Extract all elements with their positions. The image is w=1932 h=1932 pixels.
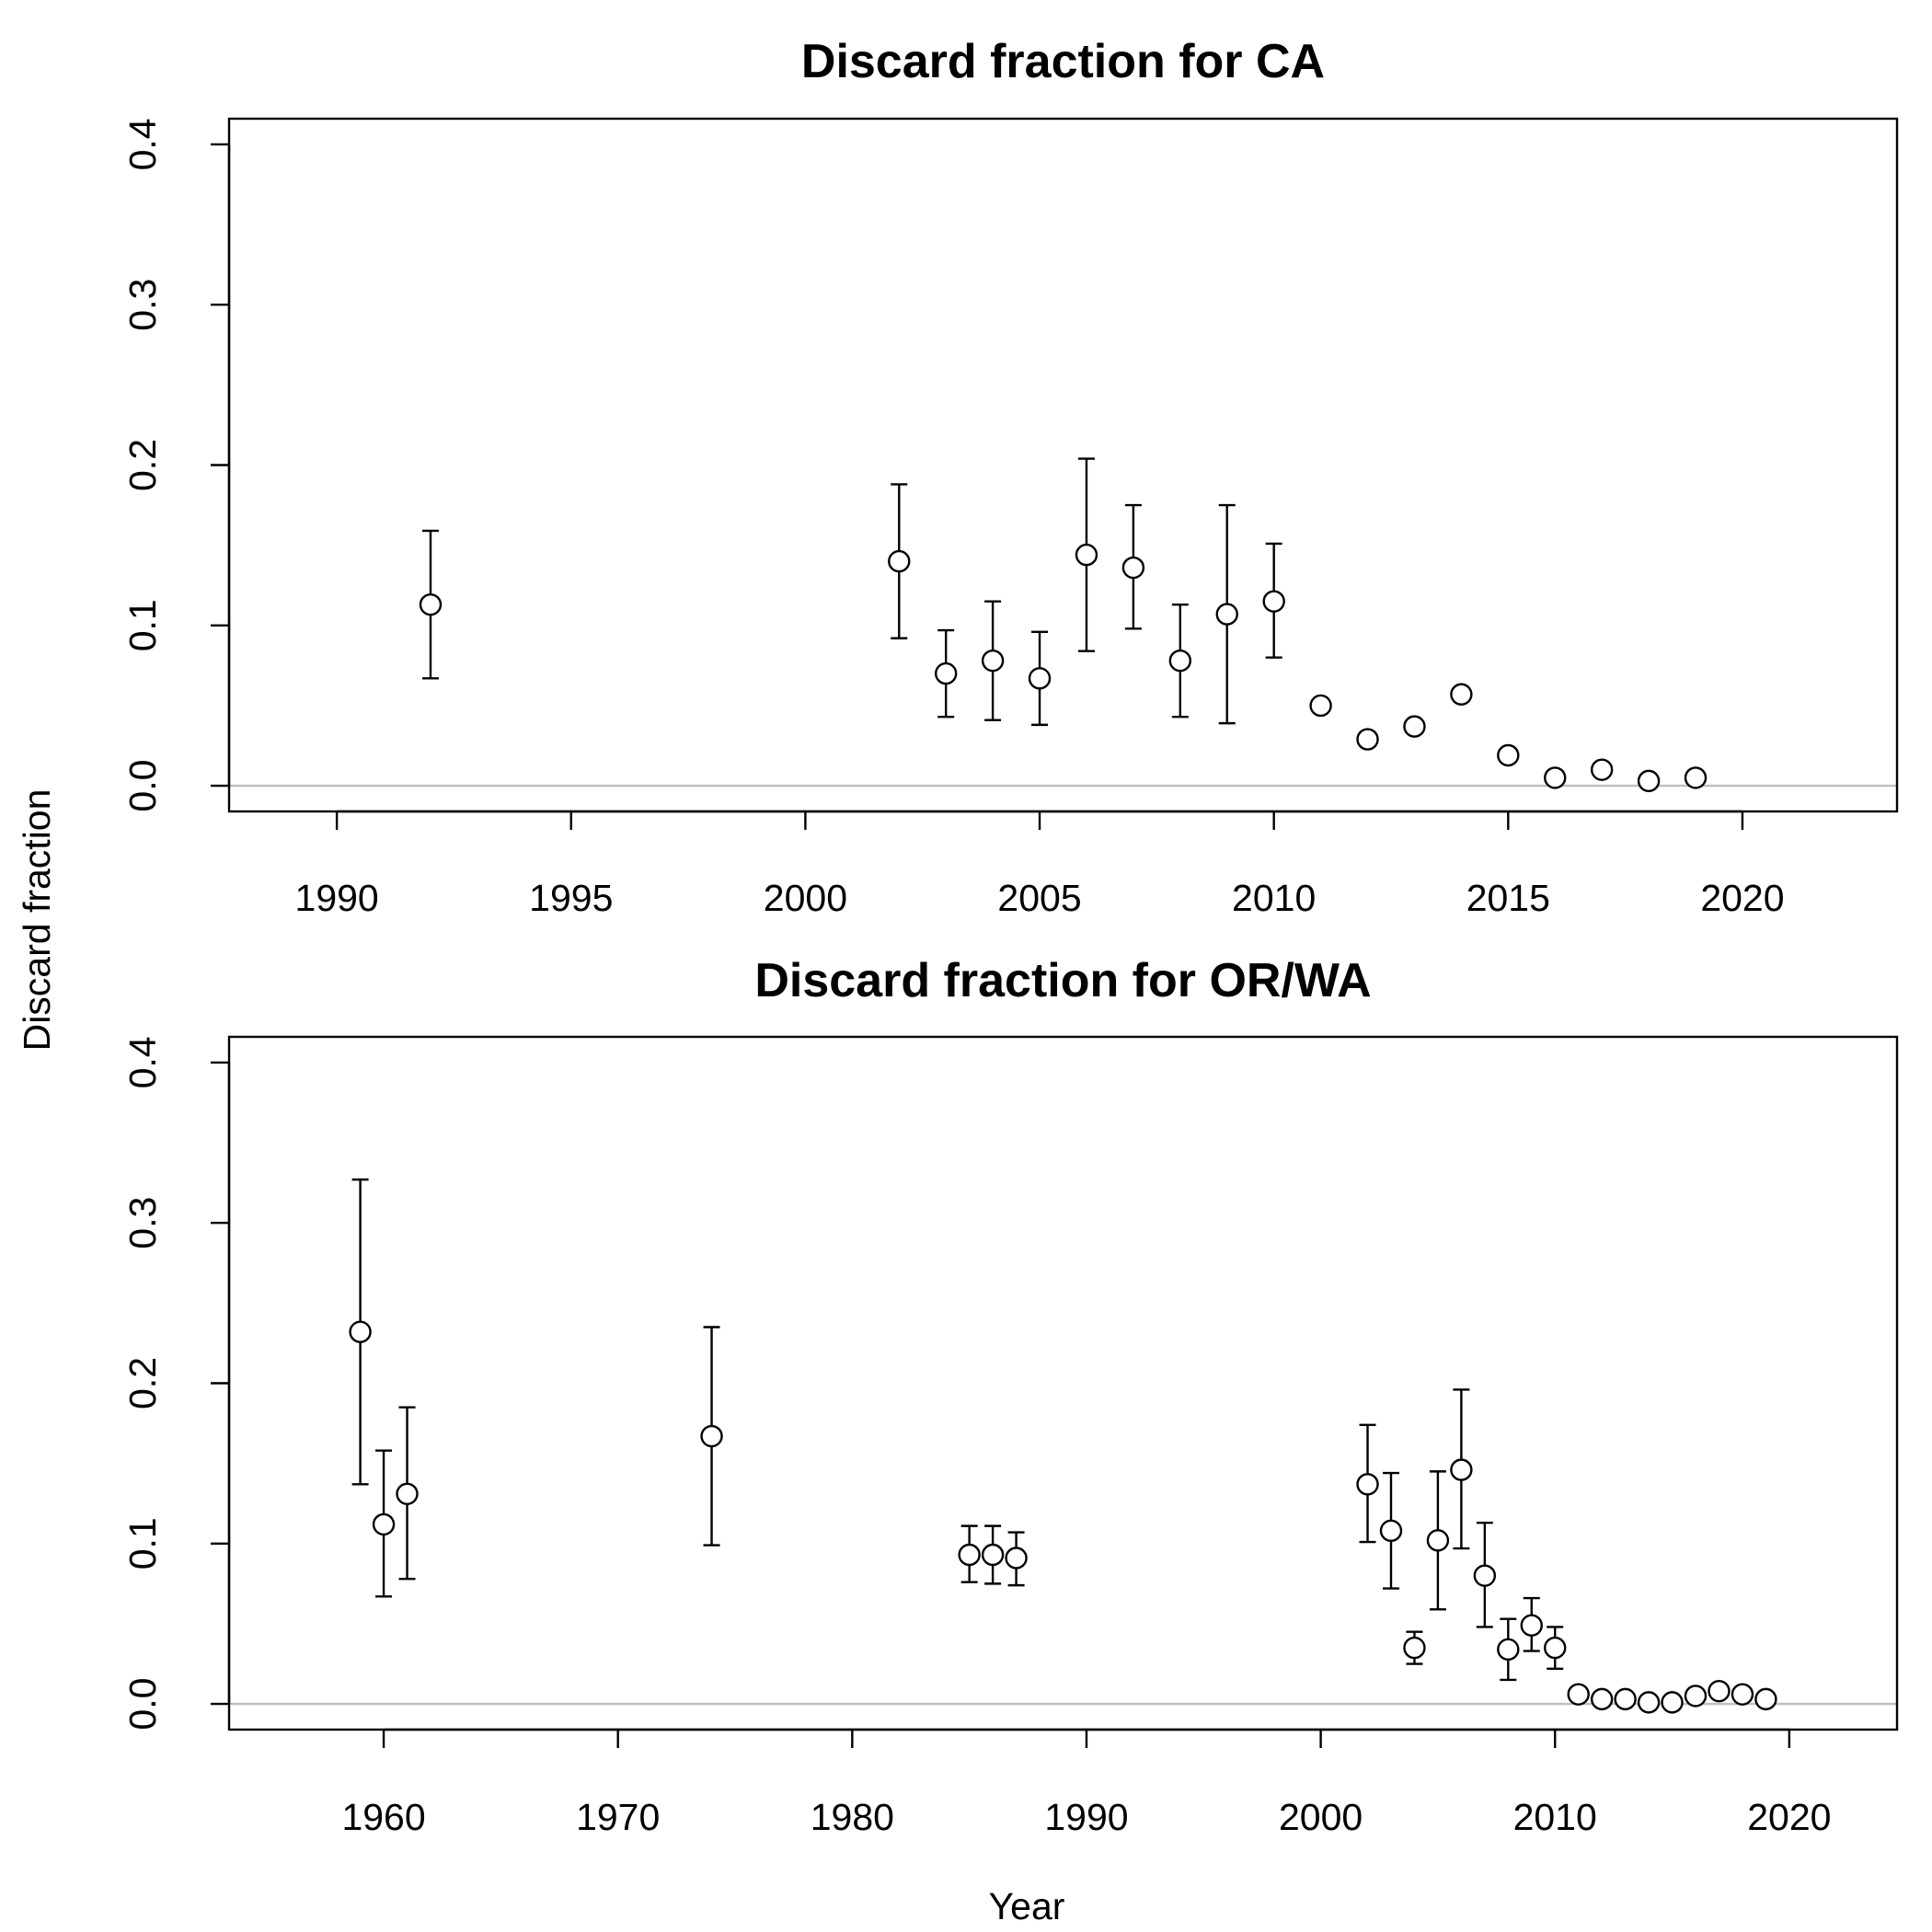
chart-title: Discard fraction for OR/WA	[754, 954, 1371, 1007]
plot-frame	[227, 117, 1899, 813]
y-tick-label: 0.2	[121, 439, 164, 491]
data-point	[981, 1543, 1005, 1567]
data-point	[934, 661, 958, 685]
data-point	[1356, 728, 1379, 751]
data-point	[1168, 649, 1192, 673]
data-point	[1497, 1638, 1520, 1662]
data-point	[1403, 715, 1426, 738]
data-point	[372, 1512, 396, 1536]
data-point	[1661, 1691, 1684, 1714]
x-tick-label: 1995	[529, 877, 613, 919]
data-point	[981, 649, 1005, 673]
data-point	[1708, 1679, 1731, 1703]
y-tick-label: 0.3	[121, 279, 164, 331]
x-tick-label: 1990	[295, 877, 379, 919]
data-point	[1215, 603, 1238, 626]
data-point	[958, 1543, 981, 1567]
data-point	[349, 1320, 372, 1343]
data-point	[1637, 769, 1661, 793]
data-point	[1731, 1683, 1754, 1706]
data-point	[1684, 766, 1708, 789]
x-tick-label: 1980	[811, 1796, 894, 1838]
y-tick-label: 0.3	[121, 1197, 164, 1249]
data-point	[1590, 758, 1614, 781]
chart-title: Discard fraction for CA	[801, 35, 1325, 88]
panel-or-wa: Discard fraction for OR/WA 1960 1970 1980 19…	[121, 954, 1899, 1838]
data-point	[1684, 1685, 1708, 1708]
x-tick-label: 2020	[1700, 877, 1784, 919]
y-tick-label: 0.0	[121, 760, 164, 812]
data-point	[1637, 1691, 1661, 1714]
x-tick-label: 2015	[1466, 877, 1550, 919]
x-tick-label: 2005	[997, 877, 1081, 919]
data-point	[419, 592, 443, 616]
y-tick-label: 0.0	[121, 1678, 164, 1731]
x-tick-label: 1990	[1044, 1796, 1128, 1838]
data-point	[888, 549, 911, 573]
data-point	[1450, 683, 1473, 706]
x-tick-label: 2000	[1279, 1796, 1363, 1838]
data-point	[1379, 1519, 1403, 1543]
data-point	[1520, 1614, 1543, 1637]
y-tick-label: 0.1	[121, 599, 164, 651]
panel-ca: Discard fraction for CA 1990 1995 2000 2005 2…	[121, 35, 1899, 919]
data-point	[1403, 1636, 1426, 1660]
data-point	[700, 1424, 723, 1448]
y-tick-label: 0.4	[121, 118, 164, 170]
x-tick-label: 1970	[576, 1796, 660, 1838]
x-tick-label: 2010	[1232, 877, 1316, 919]
data-point	[1590, 1687, 1614, 1711]
data-point	[1544, 766, 1567, 789]
data-point	[1473, 1564, 1497, 1587]
data-point	[1005, 1547, 1028, 1570]
data-point	[396, 1482, 419, 1505]
y-tick-label: 0.1	[121, 1517, 164, 1570]
data-point	[1075, 543, 1098, 567]
x-tick-label: 2020	[1747, 1796, 1831, 1838]
data-point	[1544, 1636, 1567, 1660]
data-point	[1309, 694, 1332, 718]
y-axis-label: Discard fraction	[16, 789, 58, 1052]
x-tick-label: 1960	[341, 1796, 425, 1838]
x-tick-label: 2010	[1513, 1796, 1597, 1838]
data-point	[1426, 1529, 1450, 1552]
data-point	[1028, 667, 1052, 690]
x-tick-label: 2000	[764, 877, 847, 919]
plot-frame	[227, 1035, 1899, 1731]
data-point	[1614, 1687, 1637, 1711]
data-point	[1121, 556, 1145, 580]
data-point	[1497, 743, 1520, 767]
data-point	[1356, 1473, 1379, 1496]
data-point	[1567, 1683, 1590, 1706]
y-tick-label: 0.4	[121, 1036, 164, 1088]
x-axis-label: Year	[989, 1885, 1065, 1927]
data-point	[1450, 1458, 1473, 1481]
data-point	[1262, 590, 1285, 613]
y-tick-label: 0.2	[121, 1357, 164, 1409]
data-point	[1754, 1687, 1777, 1711]
